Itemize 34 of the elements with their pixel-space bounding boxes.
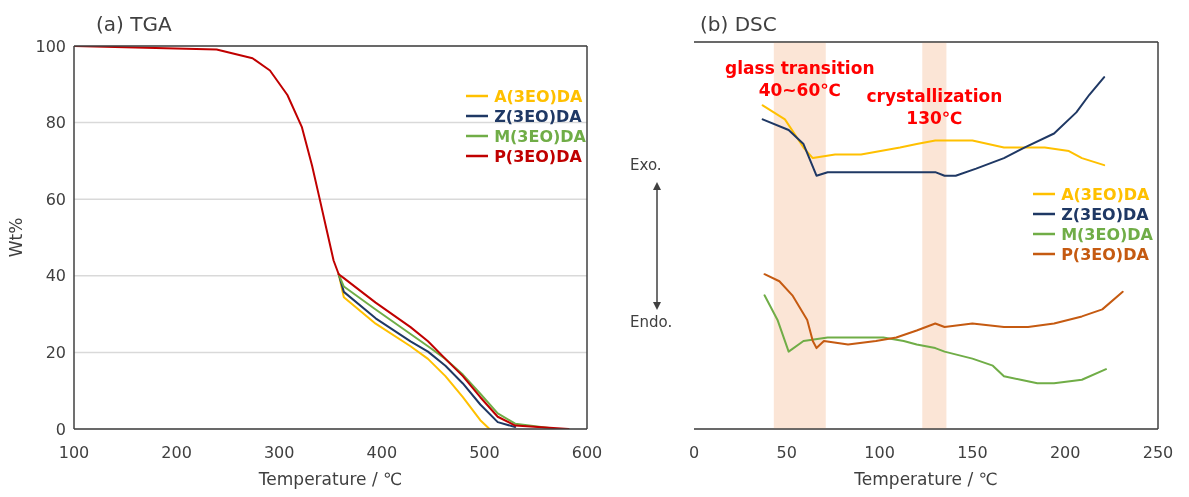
x-tick-label: 200 bbox=[161, 443, 192, 463]
x-tick-label: 300 bbox=[263, 443, 295, 463]
chart-title: (b) DSC bbox=[700, 12, 777, 36]
x-tick-label: 250 bbox=[1142, 443, 1174, 463]
y-tick-label: 0 bbox=[55, 419, 66, 439]
legend-label: M(3EO)DA bbox=[1061, 224, 1153, 244]
x-tick-label: 50 bbox=[776, 443, 797, 463]
x-tick-label: 200 bbox=[1049, 443, 1081, 463]
legend-label: M(3EO)DA bbox=[494, 126, 586, 146]
legend-label: A(3EO)DA bbox=[1061, 184, 1150, 204]
y-tick-label: 80 bbox=[45, 113, 66, 133]
y-tick-label: 40 bbox=[45, 266, 66, 286]
text: Exo. bbox=[630, 156, 662, 174]
x-tick-label: 100 bbox=[58, 443, 90, 463]
y-axis-title: Wt% bbox=[6, 217, 27, 258]
y-tick-label: 20 bbox=[45, 343, 66, 363]
band-label: crystallization 130℃ bbox=[866, 86, 1003, 128]
x-tick-label: 600 bbox=[571, 443, 603, 463]
legend-label: P(3EO)DA bbox=[1061, 244, 1149, 264]
legend-label: A(3EO)DA bbox=[494, 86, 583, 106]
y-tick-label: 100 bbox=[35, 36, 66, 56]
x-axis-title: Temperature / ℃ bbox=[853, 469, 998, 489]
x-tick-label: 150 bbox=[957, 443, 988, 463]
legend-label: Z(3EO)DA bbox=[494, 106, 582, 126]
x-tick-label: 0 bbox=[688, 443, 700, 463]
chart-title: (a) TGA bbox=[96, 12, 172, 36]
legend-label: P(3EO)DA bbox=[494, 146, 582, 166]
text: Endo. bbox=[630, 313, 673, 331]
x-tick-label: 100 bbox=[864, 443, 895, 463]
legend-label: Z(3EO)DA bbox=[1061, 204, 1149, 224]
x-axis-title: Temperature / ℃ bbox=[257, 469, 403, 489]
y-tick-label: 60 bbox=[45, 189, 66, 209]
x-tick-label: 400 bbox=[366, 443, 398, 463]
x-tick-label: 500 bbox=[469, 443, 500, 463]
